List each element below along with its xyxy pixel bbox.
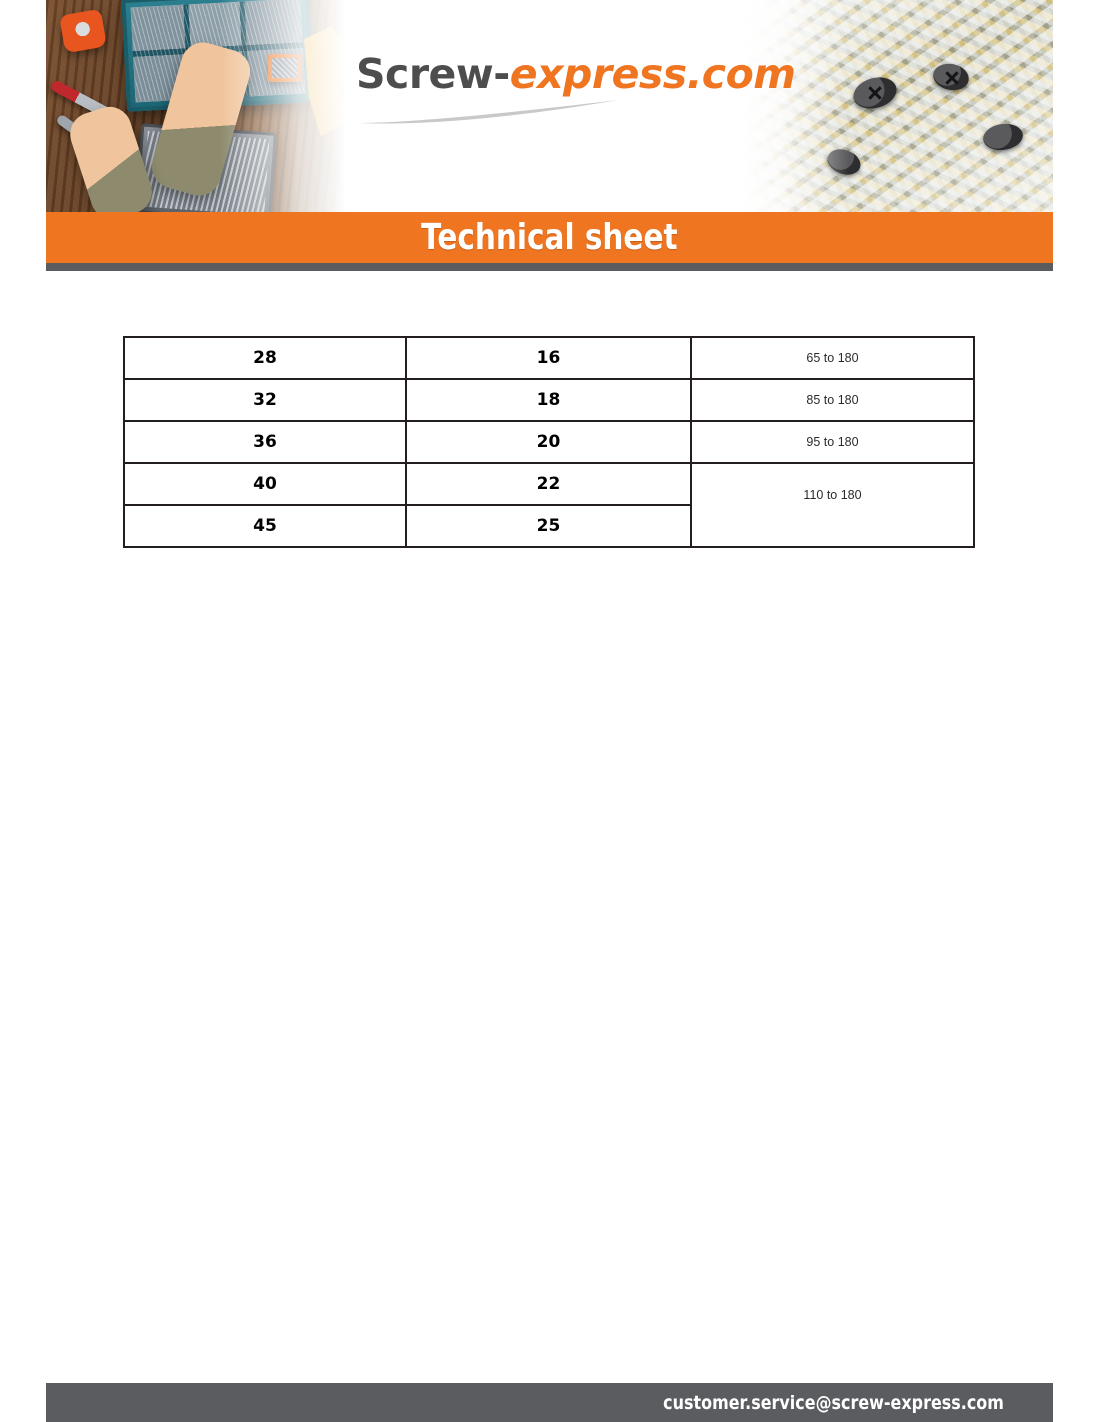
cell-col1: 28 xyxy=(123,336,407,380)
logo-swoosh-icon xyxy=(360,100,618,124)
logo-word-orange: express.com xyxy=(509,50,796,98)
page-header: Screw-express.com xyxy=(46,0,1053,212)
cell-col1: 45 xyxy=(123,504,407,548)
cell-col2: 22 xyxy=(405,462,692,506)
cell-col2: 18 xyxy=(405,378,692,422)
cell-col2: 25 xyxy=(405,504,692,548)
photo-fade-overlay xyxy=(743,0,1053,212)
cell-col3-merged: 110 to 180 xyxy=(690,462,975,548)
logo-word-dark: Screw- xyxy=(356,50,510,98)
photo-fade-overlay xyxy=(46,0,346,212)
cell-col1: 36 xyxy=(123,420,407,464)
cell-col3: 85 to 180 xyxy=(690,378,975,422)
table-row: 28 16 65 to 180 xyxy=(123,336,975,380)
cell-col1: 40 xyxy=(123,462,407,506)
table-row: 32 18 85 to 180 xyxy=(123,378,975,422)
specification-table: 28 16 65 to 180 32 18 85 to 180 36 20 95… xyxy=(123,336,975,548)
workshop-photo xyxy=(46,0,346,212)
table-row: 45 25 xyxy=(123,504,974,548)
logo-wordmark: Screw-express.com xyxy=(356,54,796,95)
cell-col1: 32 xyxy=(123,378,407,422)
banner-title: Technical sheet xyxy=(421,217,678,258)
page-footer: customer.service@screw-express.com xyxy=(46,1383,1053,1422)
cell-col3: 95 to 180 xyxy=(690,420,975,464)
banner-underline-rule xyxy=(46,263,1053,271)
cell-col2: 20 xyxy=(405,420,692,464)
cell-col2: 16 xyxy=(405,336,692,380)
screws-photo xyxy=(743,0,1053,212)
technical-sheet-banner: Technical sheet xyxy=(46,212,1053,263)
table-row: 36 20 95 to 180 xyxy=(123,420,975,464)
cell-col3: 65 to 180 xyxy=(690,336,975,380)
contact-email[interactable]: customer.service@screw-express.com xyxy=(663,1391,1005,1414)
table-body: 28 16 65 to 180 32 18 85 to 180 36 20 95… xyxy=(123,336,975,548)
brand-logo: Screw-express.com xyxy=(356,54,796,164)
table-row: 40 22 110 to 180 xyxy=(123,462,975,548)
